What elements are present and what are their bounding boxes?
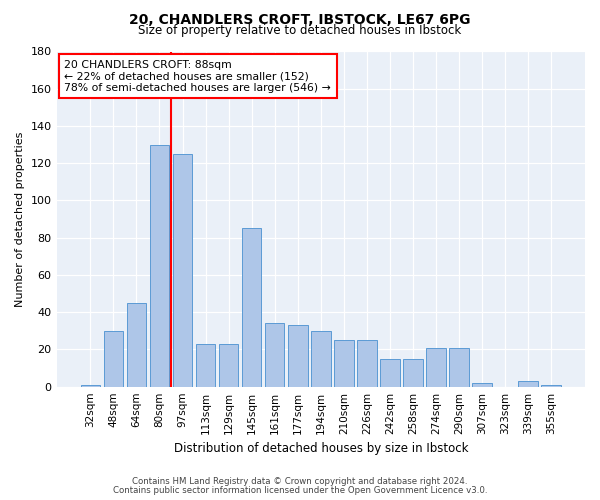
Bar: [104, 331, 123, 386]
Text: Contains HM Land Registry data © Crown copyright and database right 2024.: Contains HM Land Registry data © Crown c…: [132, 477, 468, 486]
Bar: [380, 358, 400, 386]
Bar: [541, 385, 561, 386]
Bar: [334, 340, 353, 386]
Bar: [196, 344, 215, 387]
Bar: [265, 324, 284, 386]
X-axis label: Distribution of detached houses by size in Ibstock: Distribution of detached houses by size …: [173, 442, 468, 455]
Bar: [426, 348, 446, 387]
Text: Contains public sector information licensed under the Open Government Licence v3: Contains public sector information licen…: [113, 486, 487, 495]
Bar: [518, 381, 538, 386]
Bar: [311, 331, 331, 386]
Bar: [242, 228, 262, 386]
Bar: [403, 358, 423, 386]
Bar: [127, 303, 146, 386]
Text: Size of property relative to detached houses in Ibstock: Size of property relative to detached ho…: [139, 24, 461, 37]
Bar: [357, 340, 377, 386]
Bar: [80, 385, 100, 386]
Y-axis label: Number of detached properties: Number of detached properties: [15, 132, 25, 307]
Bar: [449, 348, 469, 387]
Text: 20 CHANDLERS CROFT: 88sqm
← 22% of detached houses are smaller (152)
78% of semi: 20 CHANDLERS CROFT: 88sqm ← 22% of detac…: [64, 60, 331, 93]
Text: 20, CHANDLERS CROFT, IBSTOCK, LE67 6PG: 20, CHANDLERS CROFT, IBSTOCK, LE67 6PG: [129, 12, 471, 26]
Bar: [219, 344, 238, 387]
Bar: [173, 154, 193, 386]
Bar: [149, 144, 169, 386]
Bar: [288, 325, 308, 386]
Bar: [472, 383, 492, 386]
